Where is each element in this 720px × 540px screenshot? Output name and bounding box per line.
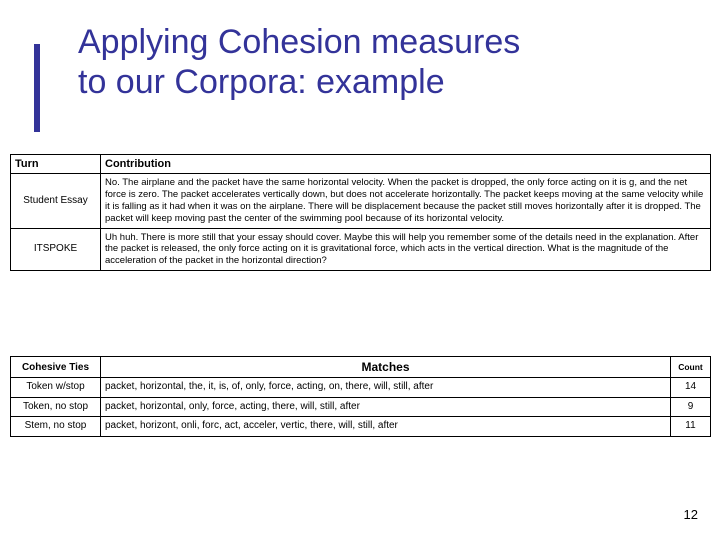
table-cohesive-ties: Cohesive Ties Matches Count Token w/stop… <box>10 356 711 437</box>
row-label-student-essay: Student Essay <box>11 174 101 229</box>
slide-title: Applying Cohesion measures to our Corpor… <box>78 22 520 102</box>
table-turn-contribution: Turn Contribution Student Essay No. The … <box>10 154 711 271</box>
title-line-1: Applying Cohesion measures <box>78 23 520 61</box>
col-header-count: Count <box>671 357 711 378</box>
row-label-token-nostop: Token, no stop <box>11 397 101 417</box>
col-header-turn: Turn <box>11 155 101 174</box>
title-line-2: to our Corpora: example <box>78 63 445 101</box>
table-row: Cohesive Ties Matches Count <box>11 357 711 378</box>
title-accent-bar <box>34 44 40 132</box>
cell-itspoke-text: Uh huh. There is more still that your es… <box>101 228 711 271</box>
cell-matches-token-wstop: packet, horizontal, the, it, is, of, onl… <box>101 378 671 398</box>
cell-count-stem-nostop: 11 <box>671 417 711 437</box>
row-label-stem-nostop: Stem, no stop <box>11 417 101 437</box>
col-header-cohesive-ties: Cohesive Ties <box>11 357 101 378</box>
cell-count-token-wstop: 14 <box>671 378 711 398</box>
slide: Applying Cohesion measures to our Corpor… <box>0 0 720 540</box>
cell-matches-token-nostop: packet, horizontal, only, force, acting,… <box>101 397 671 417</box>
table-row: ITSPOKE Uh huh. There is more still that… <box>11 228 711 271</box>
cell-count-token-nostop: 9 <box>671 397 711 417</box>
row-label-itspoke: ITSPOKE <box>11 228 101 271</box>
table-row: Token, no stop packet, horizontal, only,… <box>11 397 711 417</box>
table-row: Student Essay No. The airplane and the p… <box>11 174 711 229</box>
table-row: Stem, no stop packet, horizont, onli, fo… <box>11 417 711 437</box>
col-header-matches: Matches <box>101 357 671 378</box>
row-label-token-wstop: Token w/stop <box>11 378 101 398</box>
cell-matches-stem-nostop: packet, horizont, onli, forc, act, accel… <box>101 417 671 437</box>
table-row: Turn Contribution <box>11 155 711 174</box>
col-header-contribution: Contribution <box>101 155 711 174</box>
table-row: Token w/stop packet, horizontal, the, it… <box>11 378 711 398</box>
cell-student-essay-text: No. The airplane and the packet have the… <box>101 174 711 229</box>
page-number: 12 <box>684 507 698 522</box>
